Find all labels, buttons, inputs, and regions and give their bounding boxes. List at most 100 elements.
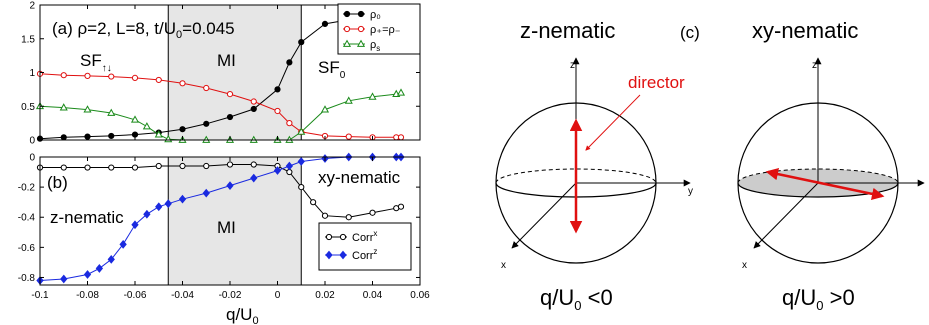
legend-entry-label: Corrx bbox=[352, 229, 377, 244]
mi-shaded-region-b bbox=[168, 157, 302, 285]
data-point bbox=[320, 105, 330, 113]
data-point bbox=[369, 209, 376, 216]
legend-entry-label: ρ₀ bbox=[370, 9, 381, 21]
x-tick-label: -0.08 bbox=[76, 290, 99, 301]
xy-nematic-sphere-diagram: xy-nematic z x q/U0 >0 bbox=[737, 18, 925, 313]
data-point bbox=[154, 130, 163, 138]
region-label-xy-nematic: xy-nematic bbox=[318, 168, 401, 187]
series-b-0 bbox=[36, 161, 405, 221]
z-nematic-sphere-diagram: z-nematic z y x director q/U0 <0 bbox=[495, 18, 693, 313]
mi-shaded-region-a bbox=[168, 5, 302, 140]
data-point bbox=[178, 194, 187, 204]
legend-entry-label: ρ₊=ρ₋ bbox=[370, 24, 401, 36]
x-tick-label: 0.02 bbox=[315, 290, 335, 301]
data-point bbox=[274, 86, 281, 93]
data-point bbox=[297, 127, 306, 135]
x-axis-label: q/U0 bbox=[226, 305, 259, 325]
data-point bbox=[397, 134, 405, 141]
data-point bbox=[321, 20, 329, 27]
legend-marker bbox=[357, 10, 365, 18]
data-point bbox=[286, 120, 293, 127]
data-point bbox=[84, 164, 91, 171]
legend-marker bbox=[339, 233, 347, 241]
region-label-sf0: SF0 bbox=[318, 58, 346, 81]
right-z-label: z bbox=[812, 60, 817, 71]
panel-a-label: (a) ρ=2, L=8, t/U0=0.045 bbox=[52, 19, 235, 41]
data-point bbox=[345, 133, 352, 140]
data-point bbox=[95, 264, 104, 273]
data-point bbox=[155, 162, 162, 170]
panel-b-y-ticks: 0 -0.2 -0.4 -0.6 -0.8 bbox=[18, 153, 420, 284]
director-label: director bbox=[628, 73, 685, 92]
data-point bbox=[164, 199, 172, 209]
left-z-label: z bbox=[570, 60, 575, 71]
data-point bbox=[108, 73, 115, 80]
legend-entry-label: ρs bbox=[370, 39, 380, 53]
data-point bbox=[60, 134, 67, 141]
data-point bbox=[250, 105, 257, 113]
left-equator-back bbox=[495, 168, 657, 184]
data-point bbox=[298, 184, 305, 191]
data-point bbox=[60, 274, 68, 284]
data-point bbox=[119, 239, 127, 249]
data-point bbox=[108, 132, 115, 140]
panel-c-diagram: (c) z-nematic z y x director q/U0 <0 xy-… bbox=[495, 18, 925, 313]
y-tick-label: 0 bbox=[29, 136, 35, 147]
series-line bbox=[39, 156, 401, 281]
data-point bbox=[83, 105, 92, 113]
data-point bbox=[60, 164, 67, 171]
data-point bbox=[368, 92, 377, 100]
data-point bbox=[226, 91, 234, 98]
panel-b-label: (b) bbox=[47, 173, 68, 192]
data-point bbox=[107, 108, 116, 116]
data-point bbox=[250, 98, 257, 105]
data-point bbox=[202, 188, 210, 198]
x-tick-label: -0.02 bbox=[219, 290, 242, 301]
data-point bbox=[179, 162, 186, 170]
legend-entry-label: Corrz bbox=[352, 247, 377, 262]
region-label-z-nematic: z-nematic bbox=[50, 208, 124, 227]
data-point bbox=[396, 88, 406, 96]
y-tick-label: 0 bbox=[29, 153, 35, 164]
data-point bbox=[274, 107, 281, 115]
y-tick-label: 1.5 bbox=[21, 34, 35, 45]
panel-c-label: (c) bbox=[680, 23, 700, 42]
y-tick-label: -0.4 bbox=[18, 213, 36, 224]
data-point bbox=[142, 122, 151, 130]
z-nematic-title: z-nematic bbox=[520, 18, 615, 43]
y-tick-label: 1 bbox=[29, 68, 35, 79]
legend-marker bbox=[343, 10, 351, 18]
data-point bbox=[285, 161, 294, 171]
data-point bbox=[226, 113, 234, 121]
data-point bbox=[273, 166, 282, 175]
director-pointer bbox=[585, 94, 641, 151]
data-point bbox=[155, 76, 162, 84]
legend-marker bbox=[343, 25, 351, 33]
data-point bbox=[59, 103, 68, 111]
data-point bbox=[179, 80, 186, 87]
data-point bbox=[84, 72, 91, 79]
data-point bbox=[298, 39, 305, 46]
region-label-sf-updown: SF↑↓ bbox=[80, 51, 112, 74]
data-point bbox=[297, 157, 305, 166]
data-point bbox=[226, 181, 234, 190]
data-point bbox=[179, 126, 186, 133]
series-a-1 bbox=[36, 70, 405, 141]
data-point bbox=[155, 202, 163, 212]
legend-marker bbox=[325, 233, 333, 241]
region-label-mi-b: MI bbox=[217, 218, 236, 237]
left-y-label: y bbox=[688, 186, 693, 197]
series-line bbox=[39, 73, 401, 138]
panel-a: 00.511.52 (a) ρ=2, L=8, t/U0=0.045 SF↑↓ … bbox=[21, 1, 421, 147]
data-point bbox=[131, 74, 139, 82]
x-tick-label: -0.06 bbox=[124, 290, 147, 301]
y-tick-label: -0.6 bbox=[18, 243, 36, 254]
legend-marker bbox=[357, 25, 365, 33]
x-tick-label: -0.04 bbox=[171, 290, 194, 301]
data-point bbox=[203, 120, 210, 127]
panel-b: 0-0.2-0.4-0.6-0.8 -0.1 -0.08 -0.06 -0.04 -0.… bbox=[18, 153, 430, 325]
right-equator-back bbox=[737, 168, 899, 184]
data-point bbox=[345, 214, 352, 221]
y-tick-label: 0.5 bbox=[21, 102, 35, 113]
